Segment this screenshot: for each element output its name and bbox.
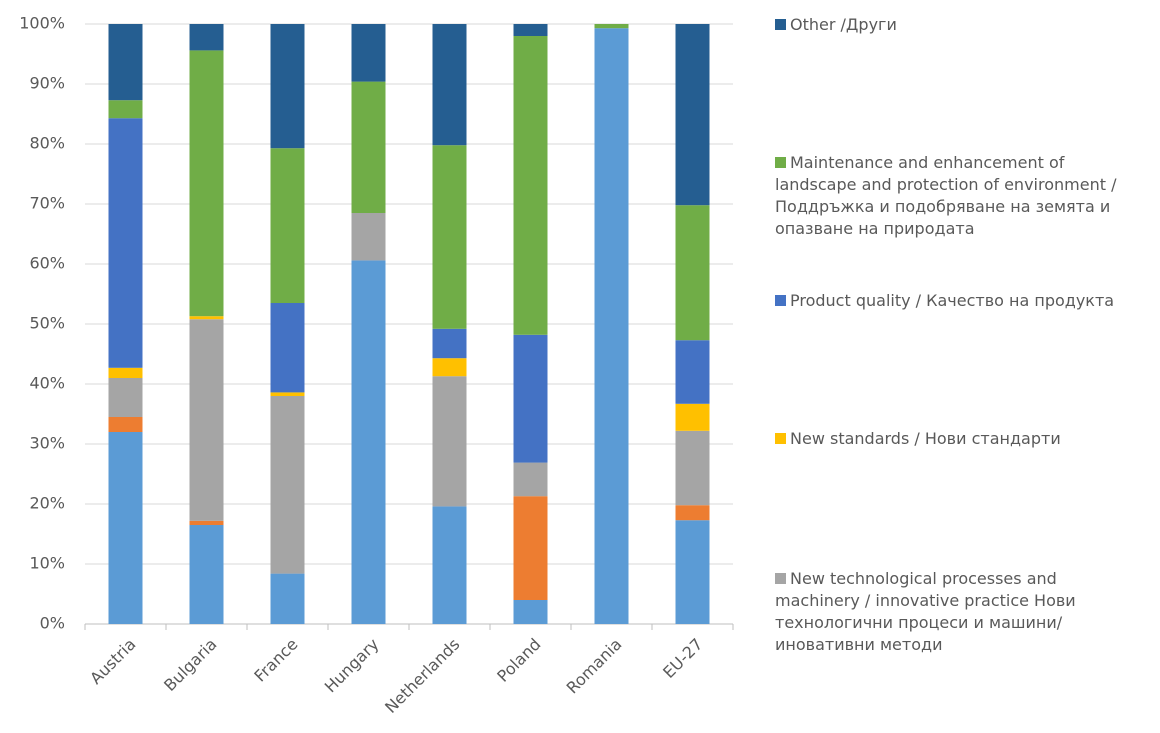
legend-label: Other /Други: [790, 15, 897, 34]
x-label-group: Poland: [493, 635, 544, 686]
bar-segment: [189, 319, 224, 521]
bar-segment: [108, 417, 143, 432]
bar-segment: [270, 392, 305, 396]
bar-segment: [270, 303, 305, 393]
y-tick-label: 100%: [19, 14, 65, 33]
bar-segment: [432, 376, 467, 507]
legend-label: Product quality / Качество на продукта: [790, 291, 1115, 310]
legend-swatch: [775, 433, 786, 444]
bar-segment: [675, 24, 710, 206]
y-tick-label: 40%: [29, 374, 65, 393]
bar-segment: [108, 432, 143, 624]
bar-segment: [270, 24, 305, 149]
y-tick-label: 50%: [29, 314, 65, 333]
legend-label: Maintenance and enhancement of landscape…: [775, 153, 1117, 238]
x-label-group: Bulgaria: [160, 635, 220, 695]
bar-segment: [432, 506, 467, 624]
bar-segment: [108, 100, 143, 119]
legend-swatch: [775, 157, 786, 168]
y-tick-label: 10%: [29, 554, 65, 573]
legend-item: Product quality / Качество на продукта: [775, 290, 1145, 312]
bar-segment: [351, 81, 386, 213]
bar-segment: [351, 260, 386, 624]
bar-segment: [675, 205, 710, 341]
bar-segment: [432, 24, 467, 146]
bar-segment: [108, 118, 143, 368]
bar-segment: [513, 334, 548, 463]
x-label-group: EU-27: [659, 635, 706, 682]
bar-segment: [189, 520, 224, 525]
bar-segment: [513, 36, 548, 335]
y-tick-label: 70%: [29, 194, 65, 213]
x-tick-label: EU-27: [659, 635, 706, 682]
y-tick-label: 20%: [29, 494, 65, 513]
legend-item: New standards / Нови стандарти: [775, 428, 1145, 450]
bar-segment: [513, 462, 548, 497]
bar-segment: [108, 24, 143, 101]
bar-segment: [513, 496, 548, 600]
bar-segment: [270, 396, 305, 574]
legend-item: New technological processes and machiner…: [775, 568, 1145, 656]
bar-segment: [594, 28, 629, 624]
bar-segment: [432, 358, 467, 377]
x-tick-label: France: [250, 635, 301, 686]
bar-segment: [270, 573, 305, 624]
bar-segment: [108, 367, 143, 378]
bar-segment: [189, 316, 224, 320]
y-tick-label: 90%: [29, 74, 65, 93]
bar-segment: [675, 520, 710, 624]
bar-segment: [675, 340, 710, 404]
bar-segment: [351, 213, 386, 261]
x-label-group: Hungary: [321, 635, 383, 697]
bar-segment: [513, 600, 548, 624]
legend-label: New standards / Нови стандарти: [790, 429, 1061, 448]
bar-segment: [675, 430, 710, 506]
x-label-group: Romania: [563, 635, 626, 698]
x-tick-label: Bulgaria: [160, 635, 220, 695]
x-tick-label: Poland: [493, 635, 544, 686]
bar-segment: [432, 328, 467, 359]
x-tick-label: Hungary: [321, 635, 383, 697]
x-tick-label: Netherlands: [381, 635, 463, 717]
bar-segment: [189, 525, 224, 624]
bar-segment: [675, 505, 710, 521]
x-label-group: Austria: [86, 635, 139, 688]
bar-segment: [513, 24, 548, 36]
x-label-group: Netherlands: [381, 635, 463, 717]
y-tick-label: 30%: [29, 434, 65, 453]
chart: 0% 10% 20% 30% 40% 50% 60% 70% 80% 90% 100% Austria…: [19, 14, 734, 717]
x-tick-label: Romania: [563, 635, 626, 698]
bar-segment: [189, 24, 224, 51]
x-tick-label: Austria: [86, 635, 139, 688]
bar-segment: [270, 148, 305, 303]
bar-segment: [189, 50, 224, 317]
bar-segment: [675, 403, 710, 431]
y-tick-label: 0%: [40, 614, 65, 633]
legend-swatch: [775, 295, 786, 306]
y-tick-label: 80%: [29, 134, 65, 153]
bar-segment: [108, 378, 143, 417]
legend-label: New technological processes and machiner…: [775, 569, 1076, 654]
bar-segment: [594, 24, 629, 29]
bar-segment: [432, 145, 467, 329]
legend-swatch: [775, 19, 786, 30]
legend-item: Maintenance and enhancement of landscape…: [775, 152, 1145, 240]
bar-segment: [351, 24, 386, 82]
y-tick-label: 60%: [29, 254, 65, 273]
legend-swatch: [775, 573, 786, 584]
legend-item: Other /Други: [775, 14, 1145, 36]
x-label-group: France: [250, 635, 301, 686]
